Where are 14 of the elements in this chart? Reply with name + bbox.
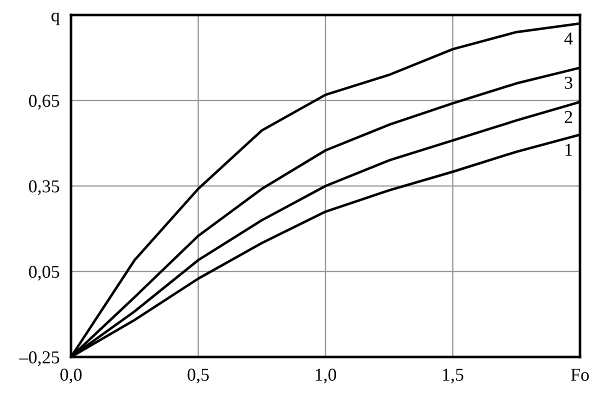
y-tick-label: 0,05 — [28, 266, 60, 281]
series-label: 3 — [564, 76, 572, 89]
x-tick-label: 1,5 — [443, 368, 464, 384]
series-label: 2 — [564, 110, 572, 123]
x-tick-label: 0,5 — [188, 368, 209, 384]
y-tick-label: 0,65 — [28, 94, 60, 110]
x-tick-label: 0,0 — [60, 368, 82, 384]
series-label: 4 — [564, 32, 573, 45]
y-tick-label: q — [52, 12, 60, 26]
series-label: 1 — [566, 144, 572, 156]
x-tick-label: Fo — [570, 368, 589, 381]
y-tick-label: 0,35 — [28, 180, 60, 196]
x-tick-label: 1,0 — [316, 368, 336, 384]
y-tick-label: –0,25 — [19, 351, 60, 366]
